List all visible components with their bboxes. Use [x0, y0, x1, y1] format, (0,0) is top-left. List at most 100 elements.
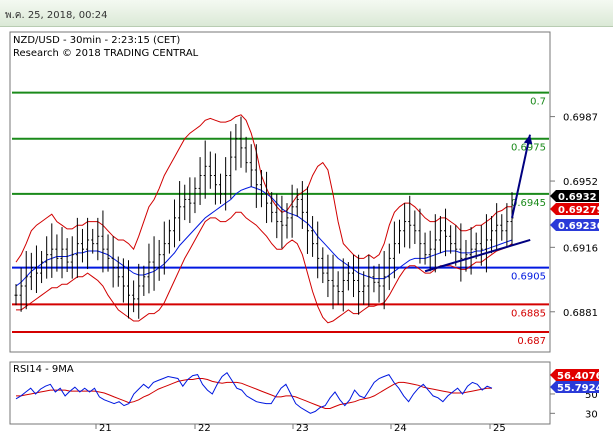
candle [14, 284, 18, 306]
candle [433, 214, 437, 273]
y-tick-label-1: 0.6952 [563, 177, 598, 188]
x-tick-label-4: 25 [493, 423, 506, 434]
rsi-label: RSI14 - 9MA [13, 364, 74, 375]
candle [193, 177, 197, 214]
candle [188, 177, 192, 224]
bands-layer [15, 114, 513, 324]
rsi-line [15, 371, 493, 414]
candle [454, 225, 458, 266]
rsi-value-tag-0: 56.4076 [550, 369, 603, 382]
datetime-label: พ.ค. 25, 2018, 00:24 [5, 10, 108, 21]
level-label-3: 0.6905 [511, 272, 546, 283]
candle [101, 210, 105, 273]
price-tag-bg [550, 190, 599, 202]
candle [219, 173, 223, 204]
candle [392, 221, 396, 279]
candle [495, 203, 499, 251]
candle [336, 271, 340, 305]
axis-layer: 0.6987 0.6952 0.6916 0.6881 21 22 23 24 25 0.6932… [95, 113, 604, 434]
candle [40, 251, 44, 284]
candle [413, 210, 417, 245]
candle [346, 262, 350, 291]
candle [19, 267, 23, 312]
y-tick-label-2: 0.6916 [563, 243, 598, 254]
candle [34, 245, 38, 293]
candle [224, 157, 228, 211]
forecast-arrow-head [523, 134, 533, 145]
candle [275, 193, 279, 239]
level-label-4: 0.6885 [511, 308, 546, 319]
rsi-tick-label-1: 50 [585, 390, 598, 401]
price-tag-0: 0.6932 [550, 190, 599, 203]
price-tag-bg [550, 203, 599, 215]
price-tag-bg [550, 219, 599, 231]
candle [357, 254, 361, 315]
candle [162, 221, 166, 275]
candle [45, 236, 49, 279]
candle [290, 184, 294, 238]
price-tag-1: 0.69279 [550, 203, 604, 216]
x-tick-label-3: 24 [394, 423, 407, 434]
candles-layer [14, 116, 514, 319]
candle [316, 221, 320, 279]
candle [173, 199, 177, 248]
candle [438, 216, 442, 254]
candle [505, 203, 509, 248]
rsi-ma-line [16, 378, 492, 409]
candle [469, 227, 473, 275]
candle [142, 265, 146, 296]
rsi-panel [9, 361, 551, 425]
candle [121, 258, 125, 303]
price-tag-text: 0.69279 [558, 205, 604, 216]
candle [428, 230, 432, 272]
candle [157, 239, 161, 281]
candle [270, 192, 274, 223]
candle [50, 223, 54, 278]
candle [367, 254, 371, 306]
candle [80, 228, 84, 263]
chart-symbol-title: NZD/USD - 30min - 2:23:15 (CET) [13, 35, 180, 46]
candle [244, 136, 248, 173]
levels-layer: 0.7 0.6975 0.6945 0.6905 0.6885 0.687 [12, 91, 549, 347]
candle [111, 236, 115, 288]
candle [116, 256, 120, 287]
candle [382, 251, 386, 310]
candle [408, 195, 412, 249]
candle [474, 232, 478, 260]
candle [398, 219, 402, 254]
x-tick-label-1: 22 [198, 423, 211, 434]
candle [249, 144, 253, 187]
candle [377, 263, 381, 303]
candle [239, 116, 243, 168]
rsi-value-tag-1: 55.7924 [550, 381, 603, 394]
candle [167, 219, 171, 254]
candle [387, 243, 391, 291]
candle [265, 171, 269, 224]
candle [372, 265, 376, 293]
rsi-value-tag-bg [550, 369, 599, 381]
candle [29, 252, 33, 291]
price-tag-text: 0.69236 [558, 221, 604, 232]
candle [326, 254, 330, 298]
level-label-2: 0.6945 [511, 198, 546, 209]
candle [418, 208, 422, 264]
candle [132, 280, 136, 313]
candle [300, 181, 304, 229]
candle [259, 169, 263, 208]
candle [321, 247, 325, 284]
price-tag-2: 0.69236 [550, 219, 604, 232]
rsi-tick-label-2: 30 [585, 409, 598, 420]
candle [234, 123, 238, 171]
candle [254, 144, 258, 208]
candle [280, 195, 284, 249]
candle [208, 151, 212, 189]
candle [449, 225, 453, 254]
candle [24, 251, 28, 310]
candle [479, 225, 483, 266]
candle [147, 243, 151, 294]
candle [60, 227, 64, 279]
candle [213, 153, 217, 205]
y-tick-label-0: 0.6987 [563, 113, 598, 124]
y-tick-label-3: 0.6881 [563, 308, 598, 319]
